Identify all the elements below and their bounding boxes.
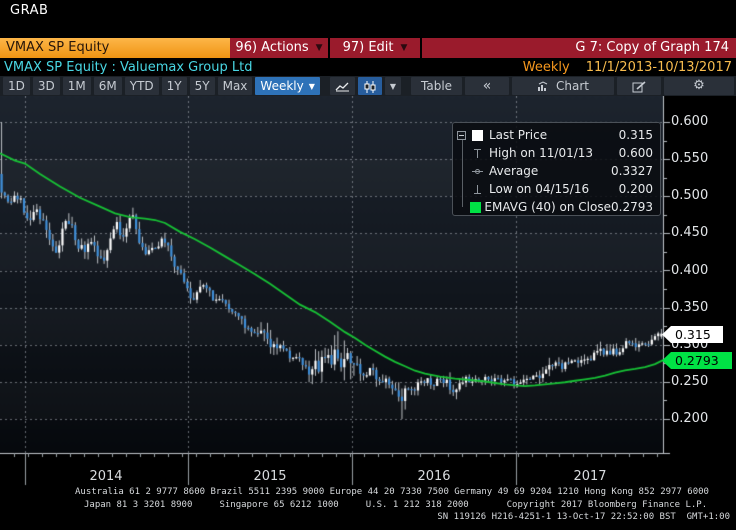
legend-value: 0.200 — [618, 182, 653, 196]
legend-label: Low on 04/15/16 — [489, 182, 590, 196]
graph-title: G 7: Copy of Graph 174 — [575, 40, 729, 55]
security-ticker-field[interactable]: VMAX SP Equity — [0, 38, 230, 58]
y-tick-label: 0.250 — [671, 374, 709, 389]
line-chart-type-button[interactable] — [329, 77, 355, 95]
range-button-max[interactable]: Max — [217, 77, 253, 95]
emavg-swatch-icon — [469, 201, 481, 213]
chart-content-button[interactable]: Chart Content — [512, 77, 614, 111]
range-button-1y[interactable]: 1Y — [161, 77, 187, 95]
x-year-label: 2017 — [573, 469, 607, 484]
legend-row-high[interactable]: High on 11/01/13 0.600 — [457, 144, 653, 162]
footer-contact-line1: Australia 61 2 9777 8600 Brazil 5511 239… — [75, 487, 709, 497]
edit-menu[interactable]: 97) Edit ▼ — [330, 38, 422, 58]
legend-collapse-icon[interactable] — [457, 130, 466, 140]
range-button-1d[interactable]: 1D — [3, 77, 30, 95]
chart-period-label: Weekly — [522, 59, 570, 75]
chart-type-dropdown-button[interactable]: ▼ — [384, 77, 402, 95]
legend-label: EMAVG (40) on Close — [484, 200, 611, 214]
footer-terminal-info: SN 119126 H216-4251-1 13-Oct-17 22:52:00… — [437, 512, 730, 522]
y-tick-label: 0.500 — [671, 188, 709, 203]
y-tick-label: 0.350 — [671, 300, 709, 315]
legend-row-last-price[interactable]: Last Price 0.315 — [457, 126, 653, 144]
candle-chart-type-button[interactable] — [357, 77, 382, 95]
caret-down-icon: ▼ — [400, 43, 408, 53]
period-dropdown[interactable]: Weekly ▼ — [255, 77, 320, 95]
caret-down-icon: ▼ — [308, 82, 315, 91]
legend-row-low[interactable]: Low on 04/15/16 0.200 — [457, 180, 653, 198]
line-chart-icon — [335, 82, 349, 92]
period-dropdown-value: Weekly — [260, 79, 304, 93]
actions-menu-label: 96) Actions — [235, 40, 309, 55]
high-marker-icon — [474, 148, 481, 158]
footer-contact-line2: Japan 81 3 3201 8900 Singapore 65 6212 1… — [84, 500, 708, 510]
legend-value: 0.3327 — [611, 164, 653, 178]
legend-value: 0.2793 — [611, 200, 653, 214]
emavg-axis-badge: 0.2793 — [662, 352, 732, 369]
y-tick-label: 0.550 — [671, 151, 709, 166]
caret-down-icon: ▼ — [315, 43, 323, 53]
legend-label: Last Price — [489, 128, 548, 142]
annotate-button[interactable] — [617, 77, 661, 95]
candlestick-icon — [364, 80, 376, 93]
y-tick-label: 0.600 — [671, 114, 709, 129]
menu-bar: VMAX SP Equity 96) Actions ▼ 97) Edit ▼ … — [0, 38, 736, 58]
security-title: VMAX SP Equity : Valuemax Group Ltd — [4, 59, 253, 75]
table-button[interactable]: Table — [411, 77, 463, 95]
chart-toolbar: 1D 3D 1M 6M YTD 1Y 5Y Max Weekly ▼ ▼ Tabl… — [0, 76, 736, 111]
caret-down-icon: ▼ — [389, 82, 397, 91]
legend-value: 0.315 — [618, 128, 653, 142]
legend-row-emavg[interactable]: EMAVG (40) on Close 0.2793 — [457, 198, 653, 216]
chart-content-icon — [538, 81, 548, 91]
x-year-label: 2015 — [253, 469, 287, 484]
settings-button[interactable]: ⚙ — [664, 77, 734, 95]
chart-legend[interactable]: Last Price 0.315 High on 11/01/13 0.600 … — [452, 122, 661, 216]
average-marker-icon — [472, 168, 483, 174]
gear-icon: ⚙ — [693, 78, 705, 93]
actions-menu[interactable]: 96) Actions ▼ — [230, 38, 330, 58]
legend-label: High on 11/01/13 — [489, 146, 594, 160]
range-button-6m[interactable]: 6M — [93, 77, 122, 95]
y-tick-label: 0.450 — [671, 225, 709, 240]
security-bar: VMAX SP Equity : Valuemax Group Ltd Week… — [0, 58, 736, 76]
last-price-swatch-icon — [472, 129, 483, 141]
legend-label: Average — [489, 164, 539, 178]
y-tick-label: 0.400 — [671, 263, 709, 278]
collapse-panel-button[interactable]: « — [465, 77, 510, 95]
legend-tree-line — [462, 137, 463, 207]
x-year-label: 2016 — [417, 469, 451, 484]
range-button-1m[interactable]: 1M — [62, 77, 91, 95]
last-price-axis-badge: 0.315 — [662, 326, 723, 343]
x-year-label: 2014 — [89, 469, 123, 484]
grab-label: GRAB — [10, 3, 49, 18]
range-button-5y[interactable]: 5Y — [189, 77, 215, 95]
edit-menu-label: 97) Edit — [342, 40, 394, 55]
chart-date-range: 11/1/2013-10/13/2017 — [585, 59, 732, 75]
range-button-3d[interactable]: 3D — [32, 77, 60, 95]
range-button-ytd[interactable]: YTD — [124, 77, 159, 95]
edit-note-icon — [632, 80, 646, 92]
legend-value: 0.600 — [618, 146, 653, 160]
low-marker-icon — [474, 184, 481, 194]
legend-row-average[interactable]: Average 0.3327 — [457, 162, 653, 180]
y-tick-label: 0.200 — [671, 411, 709, 426]
